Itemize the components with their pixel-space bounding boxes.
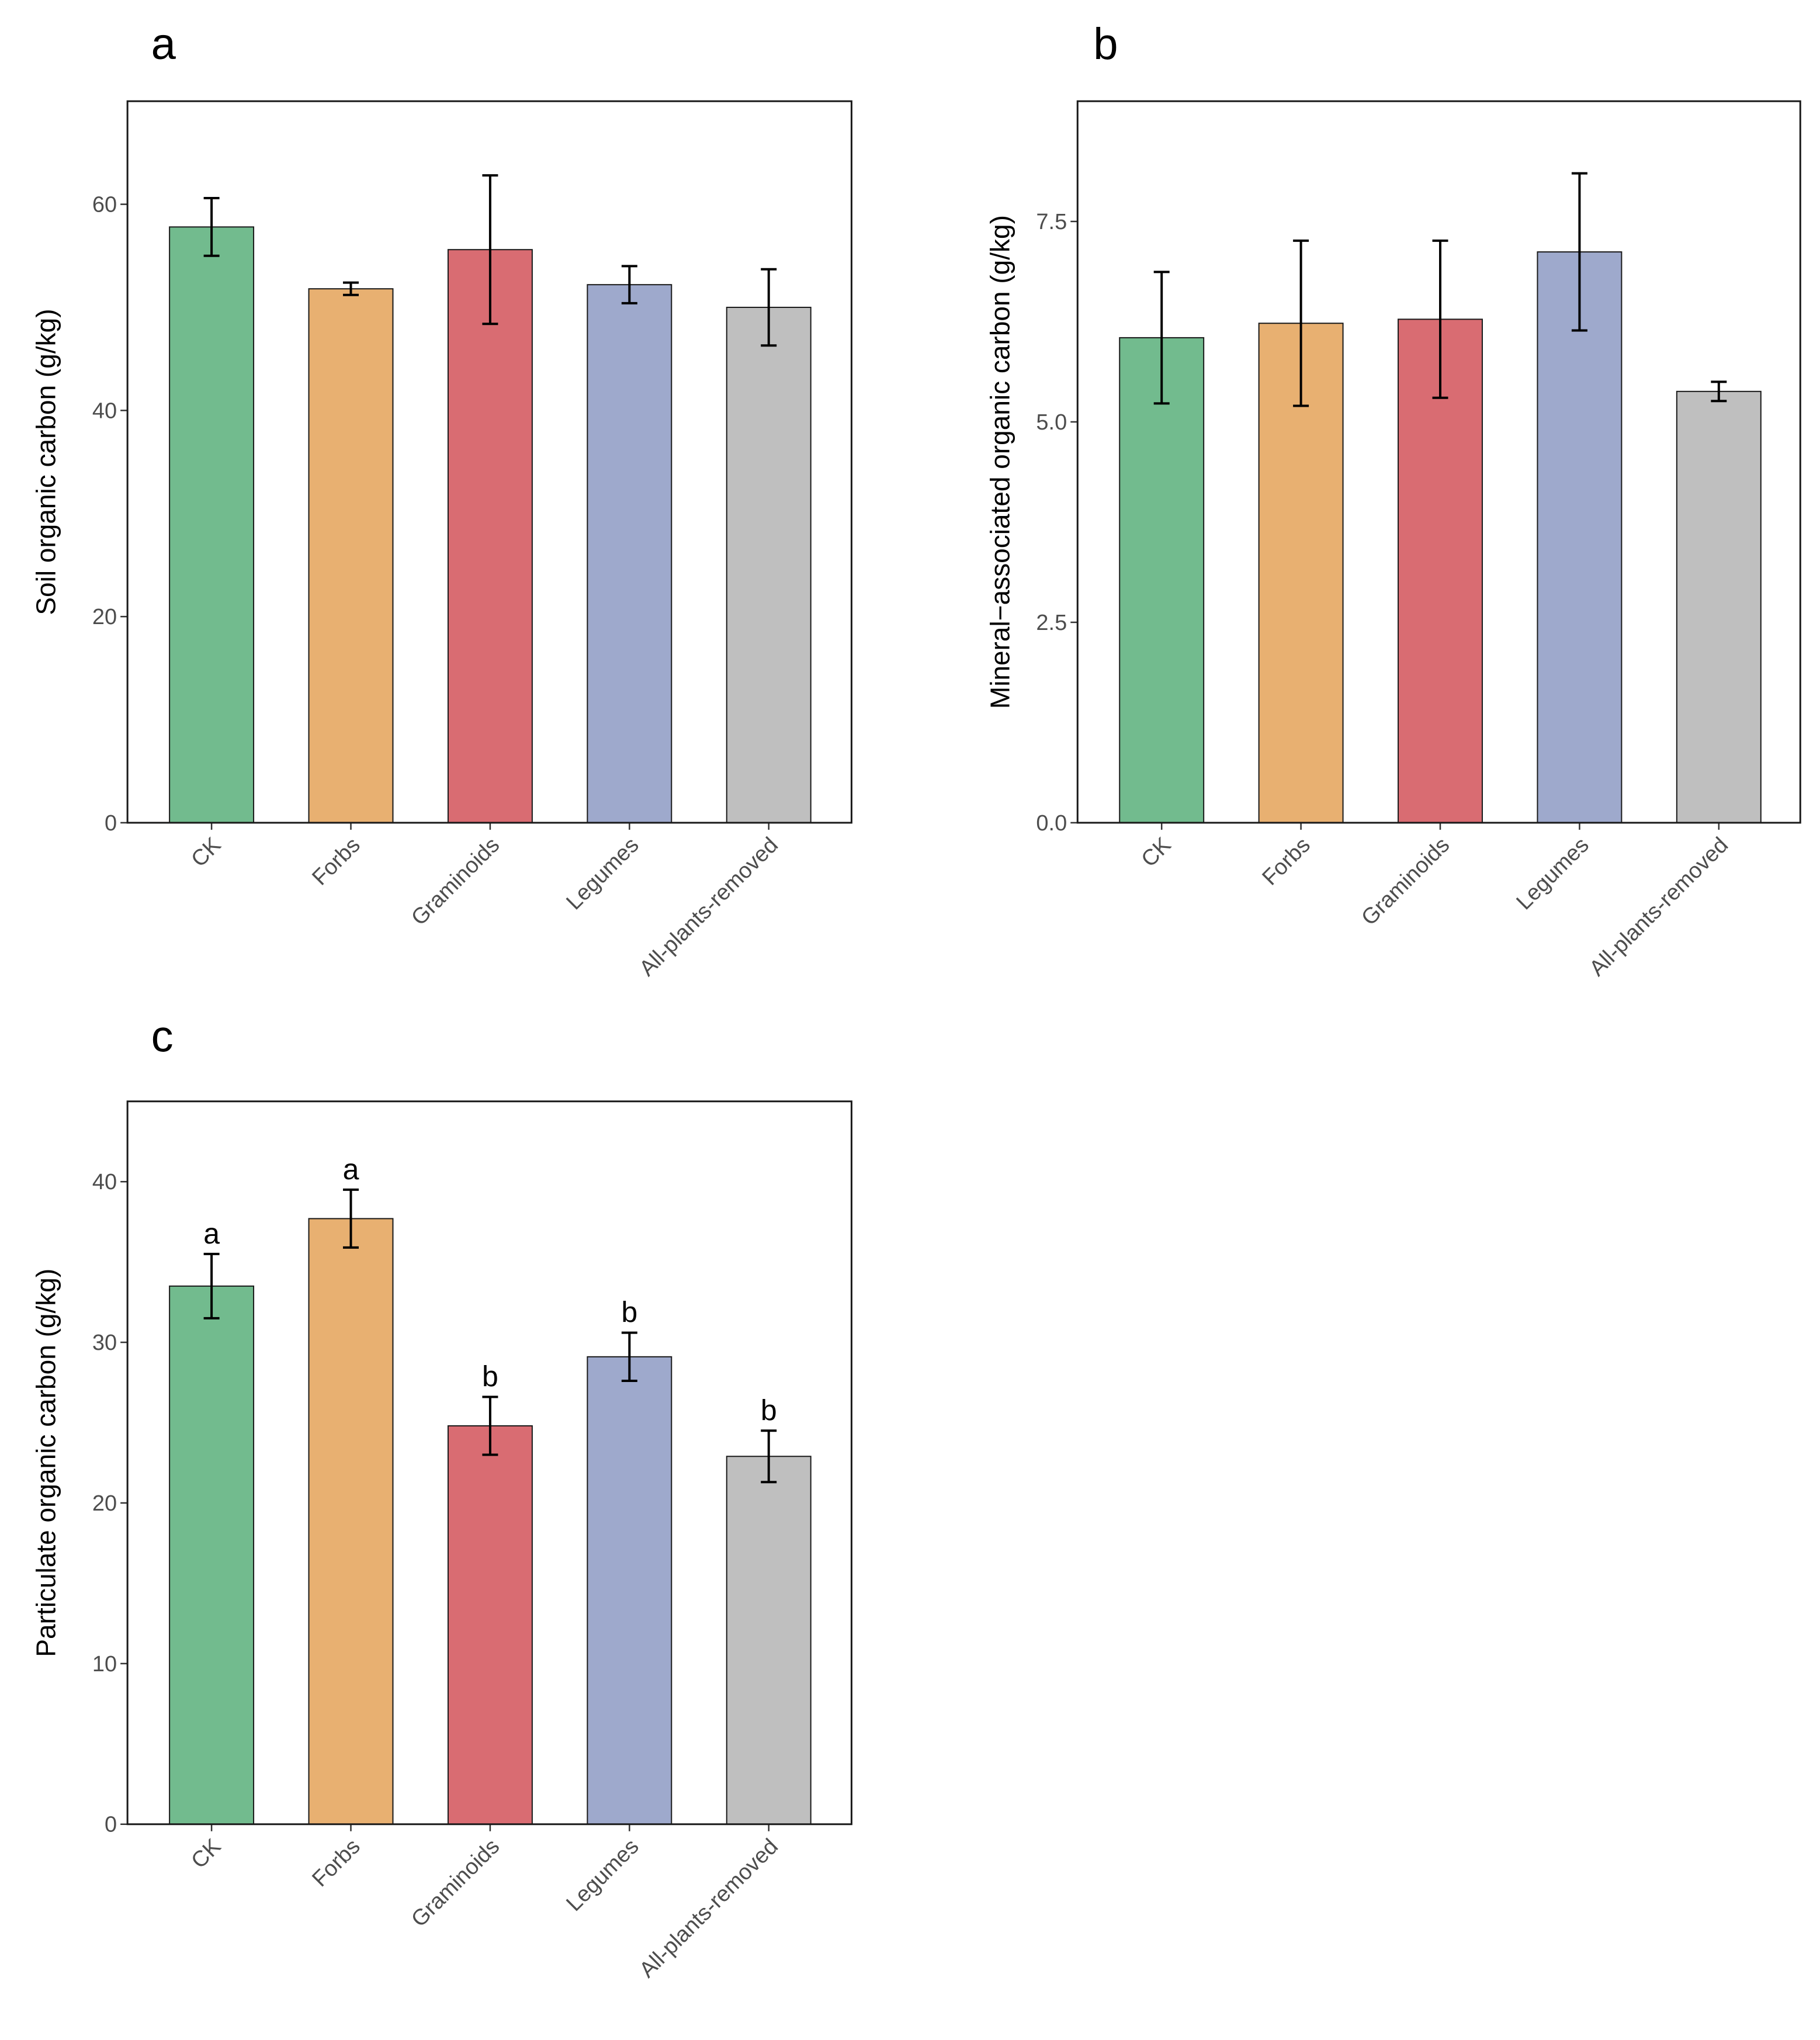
bar-forbs (308, 1218, 394, 1825)
y-tick-label: 40 (92, 1170, 117, 1194)
x-tick-label: Graminoids (407, 833, 504, 930)
bar-all-plants-removed (726, 1456, 812, 1825)
bar-ck (169, 226, 255, 823)
bar-graminoids (447, 249, 533, 823)
bar-forbs (308, 288, 394, 823)
y-axis-title: Particulate organic carbon (g/kg) (30, 1269, 61, 1657)
x-tick-label: All-plants-removed (1585, 833, 1733, 981)
significance-label: b (761, 1394, 777, 1426)
x-tick-label: Graminoids (407, 1834, 504, 1932)
y-tick-label: 20 (92, 1491, 117, 1516)
x-tick-label: Forbs (307, 833, 365, 890)
y-tick-label: 2.5 (1036, 611, 1067, 635)
y-axis-title: Mineral−associated organic carbon (g/kg) (984, 215, 1015, 709)
bar-ck (169, 1285, 255, 1825)
x-tick-label: Graminoids (1357, 833, 1454, 930)
panel-letter: c (151, 1012, 174, 1061)
x-tick-label: CK (186, 1834, 226, 1873)
bar-all-plants-removed (726, 306, 812, 823)
chart-panel-b: b CK Forbs Graminoids LegumesAll-plants-remo… (984, 19, 1801, 981)
bar-ck (1119, 337, 1205, 823)
x-tick-label: All-plants-removed (635, 833, 783, 981)
y-tick-label: 30 (92, 1331, 117, 1355)
y-tick-label: 5.0 (1036, 410, 1067, 435)
x-tick-label: CK (186, 833, 226, 872)
y-tick-label: 0 (105, 1813, 117, 1837)
panel-letter: a (151, 19, 176, 69)
panel-letter: b (1093, 19, 1118, 69)
x-tick-label: All-plants-removed (635, 1834, 783, 1983)
bar-all-plants-removed (1676, 390, 1762, 823)
bar-graminoids (1398, 318, 1483, 823)
x-tick-label: Legumes (1512, 833, 1594, 915)
bar-legumes (587, 284, 672, 823)
y-tick-label: 60 (92, 193, 117, 217)
chart-panel-a: a CK Forbs Graminoids LegumesAll-plants-remo… (30, 19, 852, 981)
bar-legumes (587, 1356, 672, 1825)
bar-graminoids (447, 1425, 533, 1825)
y-tick-label: 0 (105, 811, 117, 836)
significance-label: b (482, 1360, 498, 1393)
y-axis-title: Soil organic carbon (g/kg) (30, 309, 61, 615)
y-tick-label: 40 (92, 399, 117, 423)
x-tick-label: Forbs (1258, 833, 1315, 890)
x-tick-label: Forbs (307, 1834, 365, 1892)
y-tick-label: 0.0 (1036, 811, 1067, 836)
plot-frame (126, 100, 852, 824)
y-tick-label: 20 (92, 605, 117, 629)
significance-label: a (203, 1217, 220, 1250)
plot-frame (1076, 100, 1801, 824)
plot-frame (126, 1100, 852, 1826)
significance-label: a (343, 1153, 359, 1186)
bar-legumes (1537, 251, 1623, 823)
x-tick-label: CK (1137, 833, 1176, 872)
significance-label: b (621, 1296, 637, 1329)
x-tick-label: Legumes (561, 833, 643, 915)
chart-panel-c: c a CK a Forbs b Graminoids b Legumes b All-plants… (30, 1012, 852, 1983)
y-tick-label: 10 (92, 1652, 117, 1677)
x-tick-label: Legumes (561, 1834, 643, 1916)
y-tick-label: 7.5 (1036, 210, 1067, 234)
